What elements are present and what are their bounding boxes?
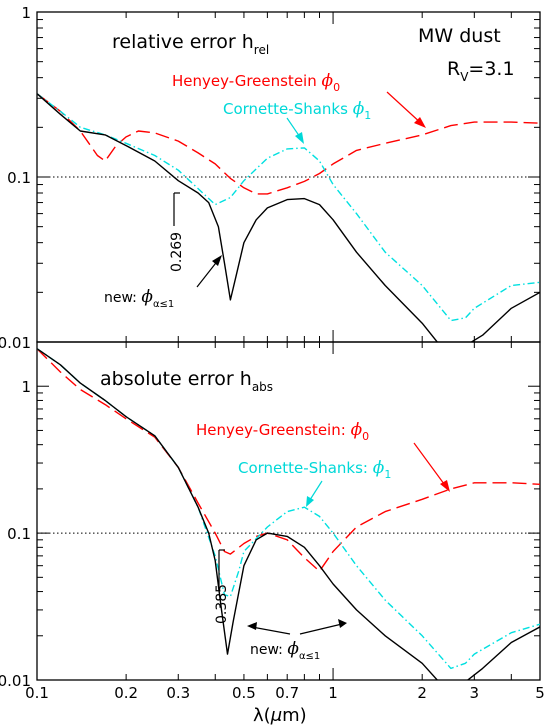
arrow-cs-top <box>286 117 304 144</box>
x-tick-label: 1 <box>328 684 338 702</box>
y-tick-label: 0.01 <box>0 672 31 690</box>
series-line-henyey-greenstein <box>37 348 540 572</box>
series-line-new <box>37 93 540 342</box>
y-tick-label: 1 <box>21 4 31 22</box>
annotation-new-bottom: new: ϕα≤1 <box>250 639 320 662</box>
y-tick-label: 0.1 <box>7 169 31 187</box>
series-bottom <box>37 348 540 680</box>
arrow-cs-bottom <box>306 480 323 507</box>
x-axis-label: λ(μm) <box>253 705 307 726</box>
annotation-0385-bottom: 0.385 <box>214 584 230 624</box>
series-line-new <box>37 348 540 680</box>
arrow-new-top <box>196 255 222 288</box>
annotation-0269-top: 0.269 <box>169 232 185 272</box>
legend-hg-bottom: Henyey-Greenstein: ϕ0 <box>196 420 369 443</box>
corner-text-dust: MW dust <box>418 25 501 47</box>
series-line-cornette-shanks <box>37 348 540 670</box>
arrow-new-bottom-left <box>247 622 291 635</box>
x-tick-label: 0.1 <box>25 684 49 702</box>
y-tick-label: 1 <box>21 378 31 396</box>
x-tick-label: 0.7 <box>275 684 299 702</box>
x-tick-label: 0.3 <box>166 684 190 702</box>
panel-title-top: relative error hrel <box>112 31 269 57</box>
x-tick-labels: 0.1 0.2 0.3 0.5 0.7 1 2 3 5 <box>25 684 545 702</box>
y-tick-label: 0.1 <box>7 525 31 543</box>
panel-relative-error: 1 0.1 0.01 relative error hrel MW dust RV=… <box>0 4 541 352</box>
legend-hg-top: Henyey-Greenstein ϕ0 <box>172 71 340 94</box>
legend-cs-top: Cornette-Shanks ϕ1 <box>223 99 371 122</box>
series-line-henyey-greenstein <box>37 93 540 195</box>
annotation-new-top: new: ϕα≤1 <box>104 287 174 310</box>
arrow-new-bottom-right <box>299 619 347 635</box>
corner-text-rv: RV=3.1 <box>447 58 515 84</box>
arrow-hg-top <box>386 91 426 128</box>
x-tick-label: 3 <box>470 684 480 702</box>
legend-cs-bottom: Cornette-Shanks: ϕ1 <box>238 458 391 481</box>
ticks-top: 1 0.1 0.01 <box>0 4 541 352</box>
x-tick-label: 5 <box>535 684 545 702</box>
bracket-0385-bottom <box>218 549 225 590</box>
series-line-cornette-shanks <box>37 93 540 322</box>
y-tick-label: 0.01 <box>0 334 31 352</box>
plot-frame-bottom <box>36 341 541 681</box>
panel-title-bottom: absolute error habs <box>100 368 273 394</box>
bracket-0269-top <box>173 192 180 226</box>
x-tick-label: 0.5 <box>232 684 256 702</box>
panel-absolute-error: 1 0.1 0.01 absolute error habs Henyey-Gree… <box>0 341 541 690</box>
series-top <box>37 93 540 342</box>
arrow-hg-bottom <box>413 442 450 492</box>
ticks-bottom: 1 0.1 0.01 <box>0 341 541 690</box>
x-tick-label: 2 <box>417 684 427 702</box>
x-tick-label: 0.2 <box>114 684 138 702</box>
